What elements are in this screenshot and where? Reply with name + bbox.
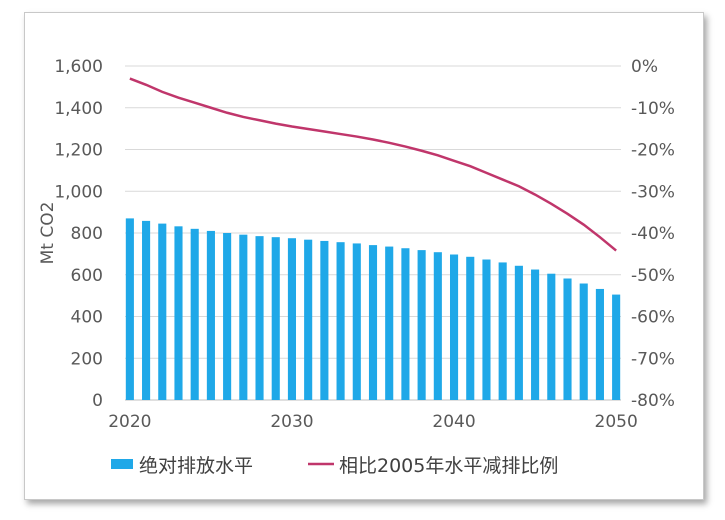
y-axis-label: Mt CO2 [38,202,58,265]
bar [271,237,280,400]
bar [417,250,426,400]
bar [304,239,313,400]
bar [142,220,151,400]
bar [368,245,378,400]
bar [255,236,264,400]
combo-chart: 0 200 400 600 800 1,000 1,200 1,400 1,600 0% -10%… [38,57,675,477]
bar [223,233,232,400]
bar [579,283,588,400]
y2-tick-label: -60% [631,308,675,328]
legend-bar-label: 绝对排放水平 [139,455,253,477]
bar [174,226,183,400]
bar [158,223,167,400]
bar [595,288,604,400]
y-tick-label: 1,600 [54,57,103,77]
bar-series [125,218,621,400]
bar [563,278,572,400]
bar [482,259,491,400]
bar [466,256,475,400]
chart-frame: 0 200 400 600 800 1,000 1,200 1,400 1,600 0% -10%… [24,12,704,500]
y2-tick-label: -30% [631,182,675,202]
legend: 绝对排放水平 相比2005年水平减排比例 [111,455,558,477]
y-tick-label: 400 [71,308,103,328]
y2-tick-label: -50% [631,266,675,286]
y-tick-label: 1,200 [54,141,103,161]
y-tick-label: 600 [71,266,103,286]
y-tick-label: 1,400 [54,99,103,119]
bar [612,294,621,400]
y2-tick-label: -20% [631,141,675,161]
y-tick-label: 0 [92,391,103,411]
bar [352,243,361,400]
x-tick-label: 2030 [270,412,313,432]
bar [239,234,248,400]
y2-tick-label: -70% [631,349,675,369]
x-axis-ticks: 2020 2030 2040 2050 [108,412,638,432]
bar [433,252,442,400]
bar [320,240,329,400]
bar [125,218,134,400]
x-tick-label: 2050 [595,412,638,432]
left-axis-ticks: 0 200 400 600 800 1,000 1,200 1,400 1,600 [54,57,103,411]
y2-tick-label: -10% [631,99,675,119]
bar [531,269,540,400]
bar [401,248,410,400]
y2-tick-label: -80% [631,391,675,411]
bar [498,262,507,400]
legend-line-label: 相比2005年水平减排比例 [339,455,558,477]
x-tick-label: 2020 [108,412,151,432]
y2-tick-label: 0% [631,57,658,77]
y-tick-label: 200 [71,349,103,369]
y2-tick-label: -40% [631,224,675,244]
legend-bar-swatch [111,459,133,469]
bar [385,246,394,400]
bar [190,228,199,400]
y-tick-label: 800 [71,224,103,244]
bar [547,273,556,400]
bar [514,265,523,400]
bar [206,230,215,400]
x-tick-label: 2040 [432,412,475,432]
bar [449,254,459,400]
bar [287,238,297,400]
bar [336,242,345,400]
y-tick-label: 1,000 [54,182,103,202]
reduction-line [129,77,617,252]
right-axis-ticks: 0% -10% -20% -30% -40% -50% -60% -70% -80% [631,57,675,411]
